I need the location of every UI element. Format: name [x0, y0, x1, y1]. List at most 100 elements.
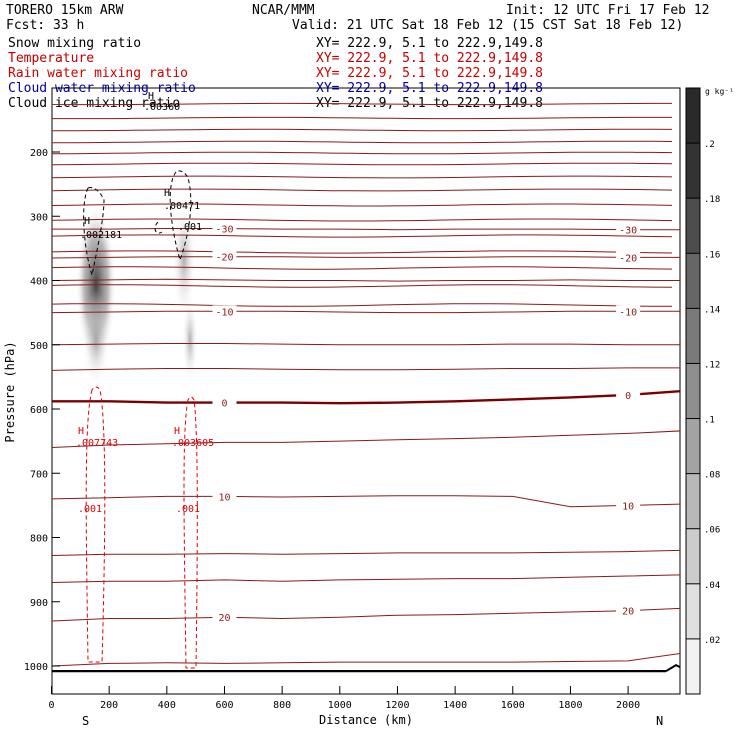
- theta-contour-line: [52, 303, 672, 307]
- colorbar-segment: [686, 253, 700, 309]
- colorbar-tick-label: .08: [704, 471, 720, 481]
- snow-max-1-label: H: [84, 216, 90, 227]
- colorbar-tick-label: .02: [704, 636, 720, 646]
- isotherm-label-bg: [212, 611, 237, 623]
- isotherm-label: -10: [619, 307, 637, 318]
- isotherm-label: 10: [622, 501, 634, 512]
- snow-contour-label: .001: [178, 222, 202, 233]
- colorbar-tick-label: .14: [704, 305, 720, 315]
- colorbar-tick-label: .04: [704, 581, 720, 591]
- y-tick-label: 700: [30, 469, 48, 480]
- y-tick-label: 1000: [24, 662, 48, 673]
- theta-contour-line: [52, 343, 680, 346]
- theta-contour-line: [52, 250, 673, 254]
- rain-contour-label-1: .001: [78, 504, 102, 515]
- plot-frame: [51, 87, 681, 695]
- isotherm-m30: [52, 228, 680, 231]
- theta-contour-line: [52, 188, 673, 192]
- field-temperature-xy: XY= 222.9, 5.1 to 222.9,149.8: [316, 51, 543, 66]
- colorbar-segment: [686, 528, 700, 584]
- field-rain: Rain water mixing ratio: [8, 66, 188, 81]
- theta-contour-line: [52, 653, 680, 667]
- theta-contour-line: [52, 367, 680, 371]
- south-label: S: [82, 714, 89, 728]
- colorbar-frame: [685, 87, 701, 695]
- theta-contour-line: [52, 102, 672, 106]
- y-tick-label: 300: [30, 212, 48, 223]
- x-tick-label: 0: [48, 700, 54, 711]
- theta-contour-line: [52, 430, 680, 448]
- isotherm-label-bg: [212, 490, 237, 502]
- colorbar-segment: [686, 418, 700, 474]
- isotherm-label-bg: [616, 499, 641, 511]
- rain-max-1-label: H: [78, 426, 84, 437]
- colorbar-segment: [686, 88, 700, 144]
- snow-max-2-value: .00471: [164, 201, 200, 212]
- theta-contour-line: [52, 128, 673, 132]
- isotherm-label: -20: [619, 253, 637, 264]
- rain-contour-label-2: .001: [176, 504, 200, 515]
- snow-max-1-value: .002181: [80, 230, 122, 241]
- isotherm-label-bg: [616, 604, 641, 616]
- isotherm-m20: [52, 256, 680, 259]
- theta-contour-line: [52, 549, 680, 556]
- theta-contour-line: [52, 278, 680, 282]
- x-tick-label: 800: [273, 700, 291, 711]
- y-tick-label: 600: [30, 405, 48, 416]
- isotherm-label-bg: [212, 250, 237, 262]
- snow-plume-2-tail: [182, 295, 198, 385]
- ice-max-value: .00360: [144, 102, 180, 113]
- isotherm-label-bg: [212, 222, 237, 234]
- y-tick-label: 200: [30, 148, 48, 159]
- x-tick-label: 1800: [558, 700, 582, 711]
- isotherm-10: [52, 495, 680, 508]
- x-tick-label: 400: [158, 700, 176, 711]
- isotherm-label: -30: [619, 226, 637, 237]
- theta-contour-line: [52, 175, 673, 179]
- snow-plume-2: [172, 200, 196, 320]
- isotherm-20: [52, 607, 680, 622]
- y-tick-label: 800: [30, 534, 48, 545]
- isotherm-label-bg: [212, 396, 237, 408]
- colorbar-segment: [686, 473, 700, 529]
- colorbar-tick-label: .16: [704, 250, 720, 260]
- colorbar-tick-label: .2: [704, 140, 715, 150]
- rain-max-2-label: H: [174, 426, 180, 437]
- rain-contour-1: [85, 386, 106, 663]
- theta-contour-line: [52, 151, 673, 155]
- colorbar-segment: [686, 638, 700, 694]
- colorbar-segment: [686, 583, 700, 639]
- theta-contour-line: [52, 140, 673, 144]
- theta-contour-line: [52, 203, 673, 207]
- init-time: Init: 12 UTC Fri 17 Feb 12: [506, 3, 710, 18]
- isotherm-label-bg: [212, 305, 237, 317]
- field-rain-xy: XY= 222.9, 5.1 to 222.9,149.8: [316, 66, 543, 81]
- theta-contour-line: [52, 284, 673, 288]
- model-title: TORERO 15km ARW: [6, 3, 124, 18]
- rain-max-1-value: .007743: [76, 438, 118, 449]
- rain-max-2-value: .003605: [172, 438, 214, 449]
- theta-contour-line: [52, 162, 673, 166]
- colorbar-segment: [686, 143, 700, 199]
- colorbar-tick-label: .18: [704, 195, 720, 205]
- y-tick-label: 500: [30, 341, 48, 352]
- snow-contour-1: [83, 187, 105, 277]
- colorbar-segment: [686, 363, 700, 419]
- isotherm-label-bg: [616, 305, 641, 317]
- x-tick-label: 2000: [616, 700, 640, 711]
- north-label: N: [656, 714, 663, 728]
- isotherm-label: -20: [215, 253, 233, 264]
- isotherm-label-bg: [616, 251, 641, 263]
- colorbar-tick-label: .06: [704, 526, 720, 536]
- forecast-hour: Fcst: 33 h: [6, 18, 84, 33]
- surface-line: [665, 664, 680, 672]
- isotherm-label: 0: [221, 399, 227, 410]
- valid-time: Valid: 21 UTC Sat 18 Feb 12 (15 CST Sat …: [292, 18, 683, 33]
- colorbar-tick-label: .12: [704, 360, 720, 370]
- x-tick-label: 200: [100, 700, 118, 711]
- snow-max-2-label: H: [164, 188, 170, 199]
- isotherm-label: 0: [625, 391, 631, 402]
- x-axis-title: Distance (km): [319, 713, 413, 727]
- snow-contour-3: [154, 221, 163, 234]
